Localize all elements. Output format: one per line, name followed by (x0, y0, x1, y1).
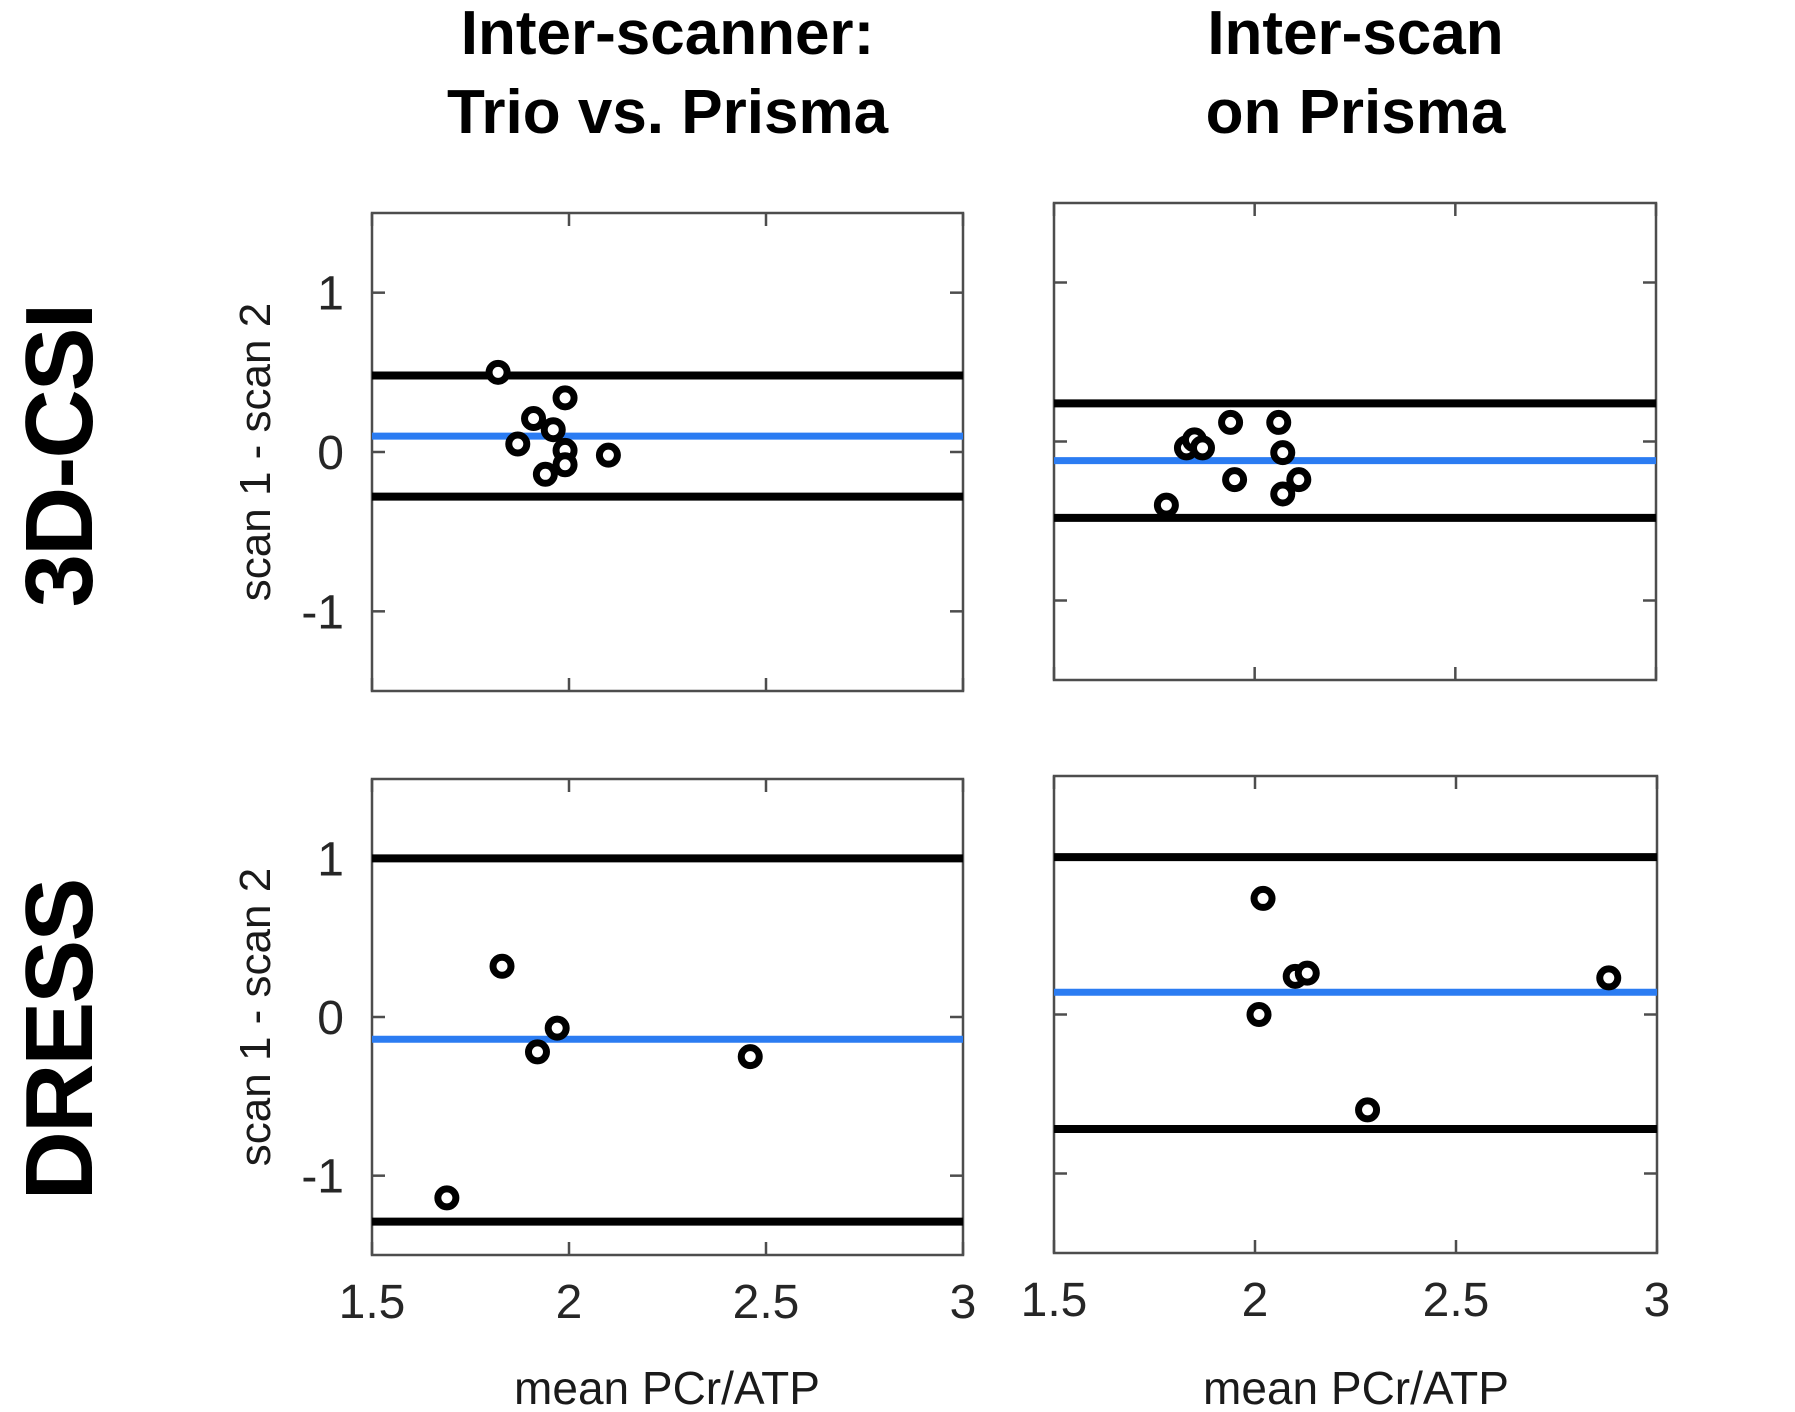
data-point (521, 406, 547, 432)
data-point (1355, 1097, 1381, 1123)
x-tick-label: 1.5 (1021, 1274, 1088, 1327)
y-tick-label: 0 (317, 992, 344, 1045)
data-point (505, 431, 531, 457)
data-point (540, 417, 566, 443)
data-point (1266, 409, 1292, 435)
column-title-line: Inter-scan (1207, 0, 1504, 68)
x-tick-label: 3 (1644, 1274, 1671, 1327)
x-tick-label: 3 (950, 1276, 977, 1329)
column-title-line: on Prisma (1205, 78, 1506, 148)
y-tick-label: 1 (317, 833, 344, 886)
panel-box-3dcsi-interscan-prisma (1052, 201, 1658, 682)
data-point (1270, 481, 1296, 507)
y-tick-label: 0 (317, 427, 344, 480)
panel-box-dress-interscan-prisma (1052, 774, 1659, 1255)
x-tick-label: 2.5 (733, 1276, 800, 1329)
data-point (552, 385, 578, 411)
y-tick-label: 1 (317, 268, 344, 321)
column-title-inter-scanner: Inter-scanner: Trio vs. Prisma (372, 0, 963, 153)
data-point (1250, 885, 1276, 911)
data-point (489, 953, 515, 979)
data-point (1189, 435, 1215, 461)
panel-box-3dcsi-trio-vs-prisma (370, 211, 965, 693)
data-point (1246, 1002, 1272, 1027)
x-axis-label-right: mean PCr/ATP (1203, 1362, 1509, 1412)
data-point (1294, 960, 1320, 986)
x-axis-label-left: mean PCr/ATP (514, 1362, 820, 1412)
data-point (595, 442, 621, 468)
data-point (532, 461, 558, 487)
data-point (434, 1185, 460, 1211)
x-tick-label: 1.5 (339, 1276, 406, 1329)
data-point (1218, 409, 1244, 435)
x-tick-label: 2 (1242, 1274, 1269, 1327)
data-point (1270, 440, 1296, 466)
panel-box-dress-trio-vs-prisma (370, 777, 965, 1257)
x-tick-label: 2 (556, 1276, 583, 1329)
data-point (737, 1044, 763, 1070)
data-point (485, 359, 511, 385)
data-point (1596, 965, 1622, 991)
data-point (1222, 467, 1248, 493)
data-point (1153, 492, 1179, 518)
column-title-line: Inter-scanner: (460, 0, 875, 68)
data-point (1286, 467, 1312, 493)
data-point (524, 1039, 550, 1065)
y-tick-label: -1 (301, 1151, 344, 1204)
x-tick-label: 2.5 (1423, 1274, 1490, 1327)
data-point (552, 452, 578, 478)
data-point (544, 1015, 570, 1041)
y-tick-label: -1 (301, 586, 344, 639)
column-title-line: Trio vs. Prisma (446, 78, 889, 148)
column-title-inter-scan: Inter-scan on Prisma (1054, 0, 1657, 153)
